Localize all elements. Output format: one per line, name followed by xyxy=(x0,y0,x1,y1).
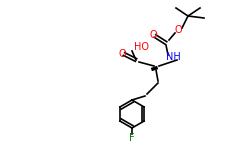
Text: O: O xyxy=(149,30,157,40)
Text: O: O xyxy=(174,25,182,35)
Text: HO: HO xyxy=(134,42,149,52)
Text: O: O xyxy=(118,49,126,59)
Text: F: F xyxy=(129,133,135,143)
Text: NH: NH xyxy=(166,52,180,62)
